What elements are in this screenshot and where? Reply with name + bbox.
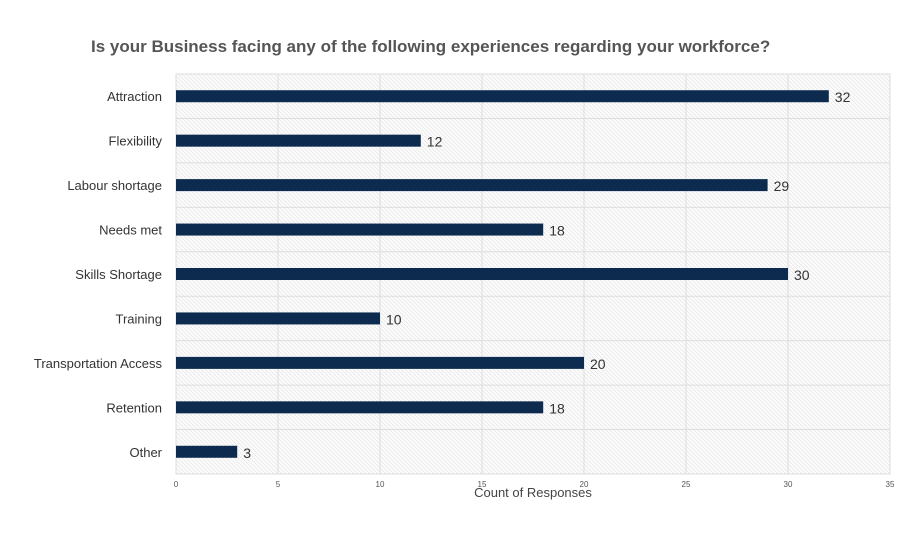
bar bbox=[176, 90, 829, 103]
bar bbox=[176, 312, 380, 325]
x-tick-label: 0 bbox=[174, 480, 179, 489]
data-label: 32 bbox=[835, 89, 851, 105]
data-label: 10 bbox=[386, 311, 402, 327]
bar bbox=[176, 179, 768, 192]
bar bbox=[176, 268, 788, 280]
category-label: Transportation Access bbox=[34, 356, 163, 371]
data-label: 18 bbox=[549, 223, 565, 239]
x-tick-label: 10 bbox=[376, 480, 385, 489]
x-tick-label: 25 bbox=[682, 480, 691, 489]
category-label: Skills Shortage bbox=[75, 267, 162, 282]
data-label: 30 bbox=[794, 267, 810, 283]
category-label: Training bbox=[116, 311, 162, 326]
data-label: 29 bbox=[774, 178, 790, 194]
x-tick-label: 30 bbox=[784, 480, 793, 489]
bar bbox=[176, 223, 544, 236]
x-tick-label: 20 bbox=[580, 480, 589, 489]
bar bbox=[176, 445, 238, 458]
x-tick-label: 5 bbox=[276, 480, 281, 489]
data-label: 3 bbox=[243, 445, 251, 461]
data-label: 12 bbox=[427, 134, 443, 150]
category-label: Retention bbox=[106, 400, 162, 415]
category-label: Flexibility bbox=[109, 134, 163, 149]
category-label: Other bbox=[129, 445, 162, 460]
x-axis-title: Count of Responses bbox=[474, 485, 592, 500]
bar bbox=[176, 356, 584, 369]
category-label: Attraction bbox=[107, 89, 162, 104]
category-label: Labour shortage bbox=[67, 178, 162, 193]
category-label: Needs met bbox=[99, 223, 162, 238]
bar bbox=[176, 401, 544, 414]
data-label: 20 bbox=[590, 356, 606, 372]
data-label: 18 bbox=[549, 400, 565, 416]
x-tick-label: 35 bbox=[886, 480, 895, 489]
labels: 0 5 10 15 20 25 30 35 Attraction 32 Flexibility 12 L… bbox=[34, 89, 895, 489]
bar bbox=[176, 134, 421, 147]
bars bbox=[176, 90, 829, 458]
chart-title: Is your Business facing any of the follo… bbox=[91, 37, 771, 56]
x-tick-label: 15 bbox=[478, 480, 487, 489]
